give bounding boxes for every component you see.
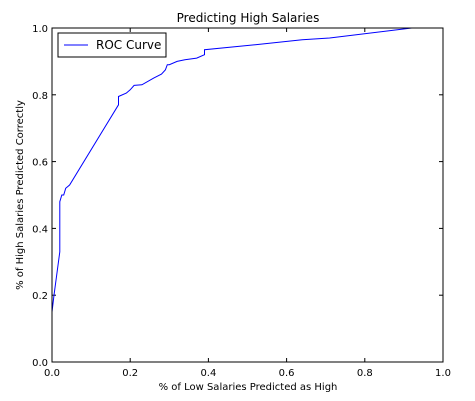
x-tick-label: 0.6 bbox=[279, 368, 295, 379]
x-tick-label: 1.0 bbox=[435, 368, 451, 379]
x-tick-label: 0.0 bbox=[44, 368, 60, 379]
y-tick-label: 0.8 bbox=[32, 91, 48, 102]
x-tick-label: 0.8 bbox=[357, 368, 373, 379]
y-tick-label: 0.6 bbox=[32, 158, 48, 169]
y-tick-label: 0.0 bbox=[32, 358, 48, 369]
legend: ROC Curve bbox=[57, 32, 167, 58]
y-tick-label: 0.2 bbox=[32, 291, 48, 302]
series-layer bbox=[51, 27, 412, 362]
legend-label-roc-curve: ROC Curve bbox=[96, 38, 161, 52]
x-tick-label: 0.2 bbox=[122, 368, 138, 379]
y-tick-label: 0.4 bbox=[32, 224, 48, 235]
chart-title: Predicting High Salaries bbox=[177, 11, 320, 25]
y-tick-label: 1.0 bbox=[32, 24, 48, 35]
y-tick-labels: 0.0 0.2 0.4 0.6 0.8 1.0 bbox=[32, 24, 48, 369]
y-axis-label: % of High Salaries Predicted Correctly bbox=[15, 100, 26, 290]
x-tick-label: 0.4 bbox=[200, 368, 216, 379]
plot-frame bbox=[51, 27, 444, 363]
x-axis-label: % of Low Salaries Predicted as High bbox=[159, 382, 338, 393]
x-tick-labels: 0.0 0.2 0.4 0.6 0.8 1.0 bbox=[44, 368, 451, 379]
series-line-roc-curve bbox=[51, 27, 412, 362]
